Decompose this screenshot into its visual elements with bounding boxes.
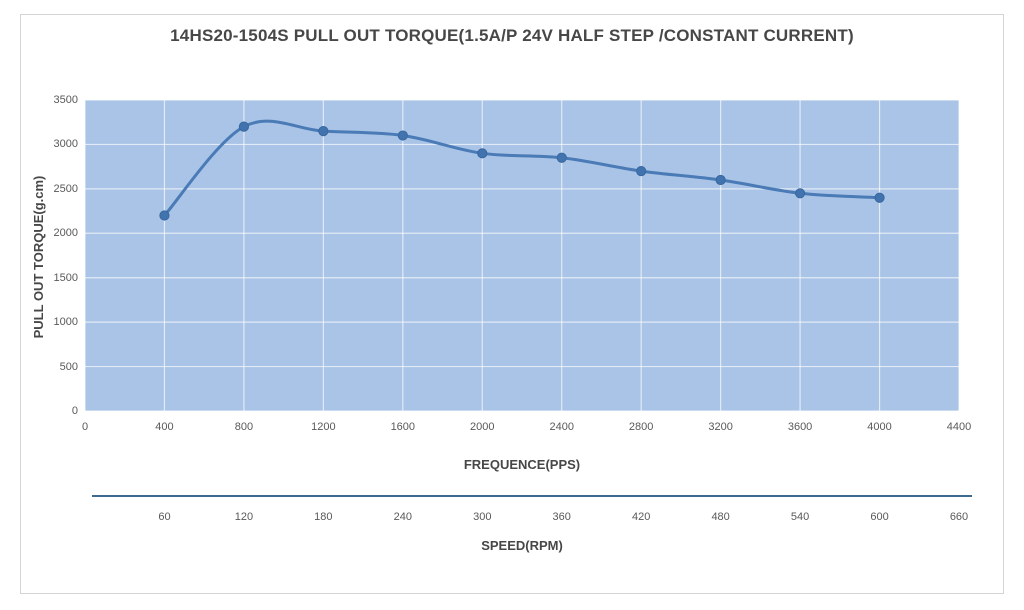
data-point-marker	[477, 148, 488, 159]
chart-title: 14HS20-1504S PULL OUT TORQUE(1.5A/P 24V …	[170, 26, 854, 45]
y-tick-label: 3500	[53, 94, 78, 106]
x-tick-label: 400	[155, 421, 174, 433]
x-tick-label: 0	[81, 421, 89, 433]
y-axis-title: PULL OUT TORQUE(g.cm)	[31, 175, 46, 339]
x-axis-title: FREQUENCE(PPS)	[463, 457, 581, 472]
y-tick-label: 500	[59, 360, 78, 373]
x-tick-label: 800	[234, 421, 254, 433]
data-point-marker	[318, 126, 329, 137]
speed-tick-label: 600	[870, 511, 889, 523]
speed-tick-label: 360	[552, 511, 571, 523]
x-tick-label: 1200	[311, 421, 336, 433]
speed-tick-label: 120	[234, 511, 254, 523]
y-tick-label: 2500	[53, 182, 78, 195]
y-tick-label: 1500	[53, 271, 78, 284]
speed-axis-title: SPEED(RPM)	[481, 538, 563, 553]
x-tick-label: 2400	[549, 421, 574, 433]
speed-tick-label: 420	[631, 511, 651, 523]
data-point-marker	[397, 130, 408, 141]
x-tick-label: 4000	[867, 421, 892, 433]
data-point-marker	[636, 165, 647, 177]
x-tick-label: 4400	[946, 421, 972, 433]
y-tick-label: 1000	[53, 316, 78, 329]
data-point-marker	[715, 174, 726, 186]
x-tick-label: 2800	[628, 421, 654, 433]
data-point-marker	[238, 121, 250, 132]
x-tick-label: 1600	[390, 421, 416, 433]
data-point-marker	[556, 152, 567, 163]
speed-tick-label: 300	[473, 511, 492, 523]
speed-tick-label: 480	[711, 511, 730, 523]
speed-tick-label: 180	[314, 511, 333, 523]
speed-tick-label: 540	[790, 511, 810, 523]
x-tick-label: 3200	[708, 421, 733, 433]
speed-axis-line	[92, 495, 972, 497]
speed-tick-label: 660	[949, 511, 969, 523]
plot-area	[85, 100, 959, 411]
data-point-marker	[794, 188, 806, 199]
torque-curve	[162, 119, 881, 218]
y-tick-label: 3000	[53, 138, 78, 151]
y-tick-label: 0	[71, 405, 78, 417]
x-tick-label: 3600	[787, 421, 813, 433]
plot-background	[85, 100, 959, 411]
y-tick-label: 2000	[53, 227, 78, 240]
x-tick-label: 2000	[470, 421, 495, 433]
data-point-marker	[874, 192, 885, 203]
speed-tick-label: 60	[158, 511, 171, 523]
speed-tick-label: 240	[393, 511, 412, 523]
data-point-marker	[159, 210, 170, 221]
